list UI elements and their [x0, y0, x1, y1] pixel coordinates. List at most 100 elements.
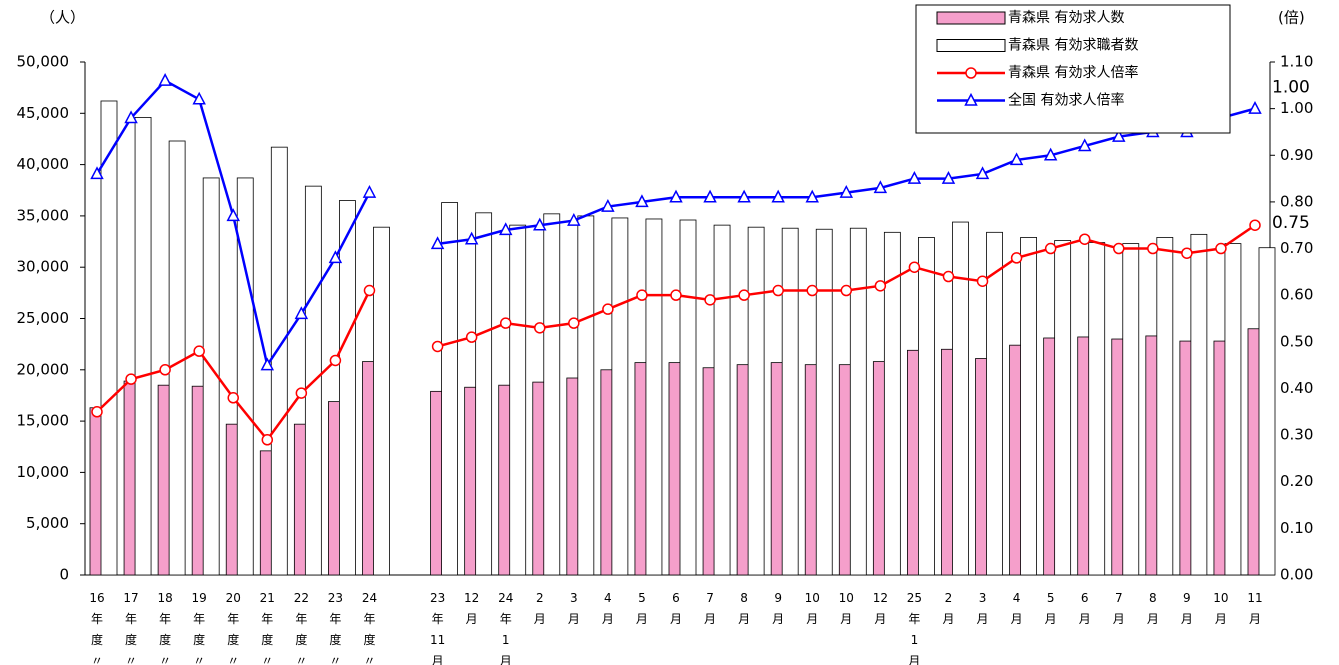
bar [986, 231, 1003, 576]
marker [499, 317, 512, 329]
x-tick-label: 21 年度〃 [260, 591, 275, 665]
y2-tick-label: 0.50 [1280, 332, 1313, 350]
bar [679, 219, 697, 576]
marker [192, 91, 206, 105]
marker [465, 331, 478, 343]
x-tick-label: 23 年 11 月 [430, 591, 445, 665]
y-tick-label: 20,000 [17, 360, 70, 378]
marker [635, 194, 649, 208]
y2-tick-label: 1.00 [1280, 99, 1313, 117]
bar [1224, 243, 1242, 576]
y-unit-label: （人） [40, 9, 85, 27]
marker [1077, 138, 1092, 152]
bar [918, 237, 935, 576]
marker [159, 364, 171, 376]
legend-swatch [936, 11, 1006, 25]
bar [1020, 237, 1037, 576]
marker [907, 170, 922, 184]
x-tick-label: 25 年 1 月 [907, 591, 922, 665]
marker [942, 270, 955, 283]
x-tick-label: 10 月 [839, 591, 854, 626]
legend-label: 青森県 有効求人倍率 [1008, 64, 1138, 81]
marker [568, 317, 580, 329]
marker [965, 67, 977, 79]
marker [601, 198, 615, 212]
marker [840, 284, 853, 297]
marker [1009, 152, 1024, 166]
marker [193, 345, 205, 357]
y2-unit-label: (倍) [1278, 9, 1305, 27]
y2-tick-label: 0.00 [1280, 566, 1313, 584]
bar [270, 146, 288, 576]
marker [158, 73, 172, 86]
marker [975, 166, 990, 180]
y-tick-label: 40,000 [17, 155, 70, 173]
marker [363, 284, 376, 297]
x-tick-label: 10 月 [1213, 591, 1228, 626]
x-tick-label: 22 年度〃 [294, 591, 309, 665]
y2-tick-label: 0.80 [1280, 192, 1313, 210]
marker [329, 354, 342, 367]
bar [168, 140, 186, 576]
bar [713, 224, 731, 576]
marker [567, 212, 581, 226]
marker [636, 289, 648, 301]
marker [704, 294, 716, 306]
marker [1044, 242, 1057, 255]
bar [100, 100, 118, 576]
marker [498, 222, 513, 236]
marker [294, 306, 309, 320]
marker [703, 189, 717, 203]
marker [1112, 129, 1126, 142]
marker [90, 166, 104, 180]
marker [669, 189, 683, 203]
marker [964, 92, 978, 106]
marker [328, 250, 343, 264]
x-tick-label: 20 年度〃 [226, 591, 241, 665]
end-label: 1.00 [1272, 78, 1310, 98]
y2-tick-label: 1.10 [1280, 53, 1313, 71]
marker [1248, 101, 1262, 114]
marker [805, 189, 819, 203]
x-tick-label: 16 年度〃 [89, 591, 104, 665]
marker [941, 170, 956, 184]
marker [1113, 242, 1125, 255]
marker [771, 189, 785, 203]
bar [883, 231, 901, 576]
marker [464, 231, 479, 245]
marker [602, 303, 614, 315]
x-tick-label: 23 年度〃 [328, 591, 343, 665]
marker [806, 284, 818, 297]
bar [475, 212, 493, 576]
bar [441, 202, 458, 576]
end-label: 0.75 [1272, 213, 1310, 233]
y-tick-label: 10,000 [17, 463, 70, 481]
marker [874, 280, 887, 292]
marker [1010, 252, 1023, 264]
marker [670, 289, 682, 301]
x-tick-label: 12 月 [873, 591, 888, 626]
marker [908, 261, 921, 273]
marker [839, 184, 854, 198]
marker [91, 406, 103, 418]
marker [261, 434, 274, 446]
x-tick-label: 17 年度〃 [123, 591, 138, 665]
bar [747, 226, 765, 576]
bar [236, 177, 254, 576]
x-tick-label: 19 年度〃 [192, 591, 207, 665]
x-tick-label: 11 月 [1247, 591, 1262, 626]
bar [1122, 243, 1140, 576]
marker [737, 189, 751, 203]
bar [543, 213, 561, 576]
y2-tick-label: 0.30 [1280, 426, 1313, 444]
bar [509, 224, 527, 576]
